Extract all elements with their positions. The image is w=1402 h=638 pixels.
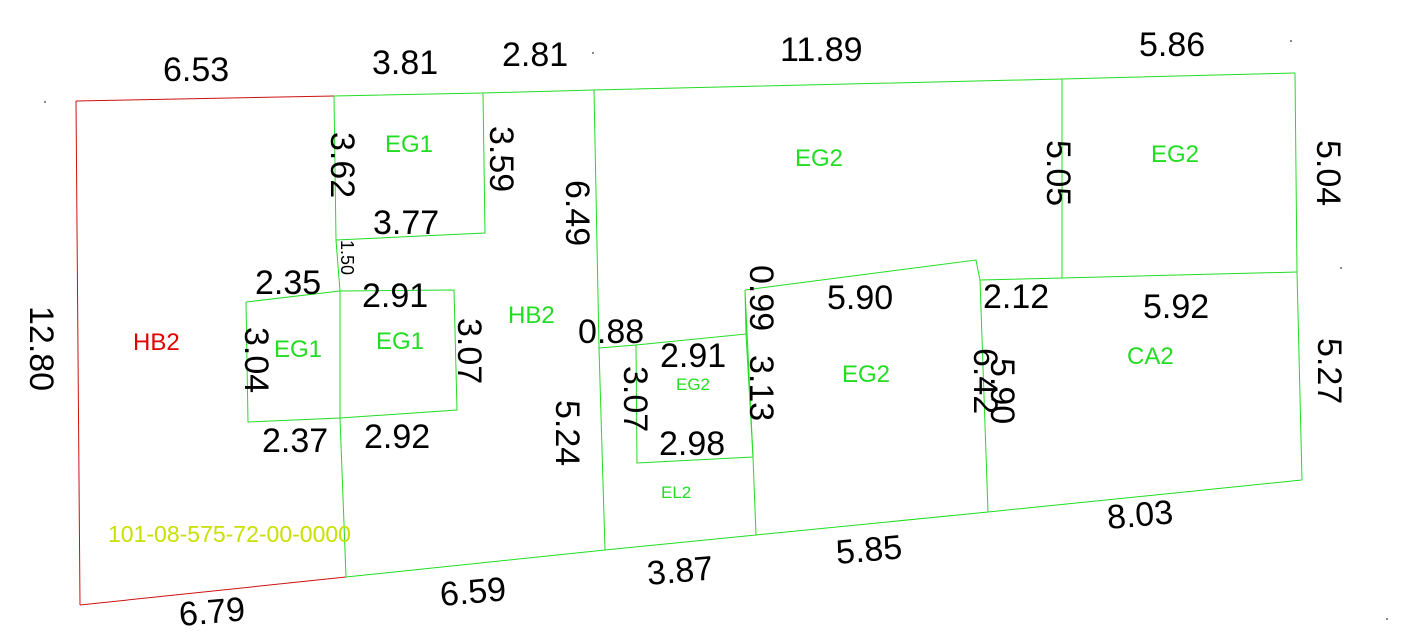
dim-small-1-50: 1.50 [337,240,357,275]
dim-col-5-24: 5.24 [548,400,586,466]
dim-col-6-49: 6.49 [558,180,596,246]
dim-eg2m-6-42: 6.42 [966,348,1004,414]
dim-ca2-2-12: 2.12 [983,278,1049,316]
zone-label-hb2-left: HB2 [133,329,180,356]
dim-top-11-89: 11.89 [780,31,863,69]
zone-label-eg2-mid: EG2 [842,361,890,388]
dim-bottom-8-03: 8.03 [1105,493,1174,537]
dim-eg2s-0-88: 0.88 [578,313,644,351]
dim-eg1-2-91: 2.91 [362,277,428,315]
dim-bottom-6-59: 6.59 [438,570,507,614]
zone-label-eg1-top: EG1 [385,131,433,158]
outer-dimensions: 6.53 3.81 2.81 11.89 5.86 12.80 5.04 5.2… [22,26,1348,634]
dim-eg1-3-04: 3.04 [237,327,275,393]
dim-right-5-04: 5.04 [1309,140,1347,206]
eg1-pair-outline [245,289,458,423]
dim-eg2s-2-91: 2.91 [660,337,726,375]
red-boundary-bottom [79,576,347,606]
outer-top-line [333,72,1296,97]
center-dimensions: 6.49 5.24 [548,180,596,466]
dim-top-2-81: 2.81 [502,36,568,74]
dim-eg1-3-07: 3.07 [450,318,488,384]
outer-right-line [1294,72,1303,481]
dim-eg1-2-37: 2.37 [262,422,328,460]
zone-label-eg1-left: EG1 [274,336,322,363]
dim-eg2m-5-90: 5.90 [827,279,893,317]
eg2-small-dimensions: 0.88 2.91 3.07 2.98 0.99 3.13 [578,265,780,463]
red-boundary-left [75,100,81,606]
dim-bottom-5-85: 5.85 [834,528,903,572]
zone-label-el2: EL2 [661,483,691,502]
dim-bottom-3-87: 3.87 [645,549,714,593]
zone-label-eg2-top-right: EG2 [1151,141,1199,168]
green-parcel-lines [245,72,1303,578]
eg2-mid-top-line [744,259,989,513]
eg2-mid-ca2-dimensions: 5.90 6.42 5.90 2.12 5.92 5.05 [827,140,1209,424]
dim-eg1top-3-62: 3.62 [323,132,361,198]
eg2-mid-left-line [744,289,757,536]
dim-eg2s-3-13: 3.13 [742,355,780,421]
parcel-id-label: 101-08-575-72-00-0000 [108,521,351,547]
zone-label-ca2: CA2 [1127,343,1174,370]
dim-eg1-2-92: 2.92 [364,418,430,456]
zone-labels: HB2 EG1 EG1 EG1 HB2 EG2 EG2 EG2 EL2 EG2 … [133,131,1199,502]
dim-eg1top-3-77: 3.77 [373,204,439,242]
eg1-top-right-line [335,92,486,241]
red-boundary-lines [75,95,347,606]
dim-top-5-86: 5.86 [1139,26,1205,64]
eg1-dimensions: 3.62 3.59 3.77 1.50 2.35 2.91 3.04 3.07 … [237,126,520,460]
dim-bottom-6-79: 6.79 [177,590,246,634]
specks [44,40,1388,620]
dim-right-5-27: 5.27 [1310,338,1348,404]
dim-top-6-53: 6.53 [163,51,229,89]
eg2-small-outline [598,333,754,464]
zone-label-eg2-top: EG2 [795,145,843,172]
zone-label-eg1-right: EG1 [376,328,424,355]
dim-eg1top-3-59: 3.59 [482,126,520,192]
dim-eg2s-0-99: 0.99 [742,265,780,331]
zone-label-eg2-small: EG2 [676,375,710,394]
dim-ca2-5-92: 5.92 [1143,288,1209,326]
dim-ca2-5-90: 5.90 [983,358,1021,424]
dim-eg1-2-35: 2.35 [255,264,321,302]
red-boundary-top [75,95,335,102]
dim-eg2s-3-07: 3.07 [616,366,654,432]
dim-eg2tr-5-05: 5.05 [1039,140,1077,206]
dim-top-3-81: 3.81 [372,44,438,82]
zone-label-hb2-center: HB2 [508,302,555,329]
dim-left-12-80: 12.80 [22,306,60,391]
dim-eg2s-2-98: 2.98 [659,425,725,463]
